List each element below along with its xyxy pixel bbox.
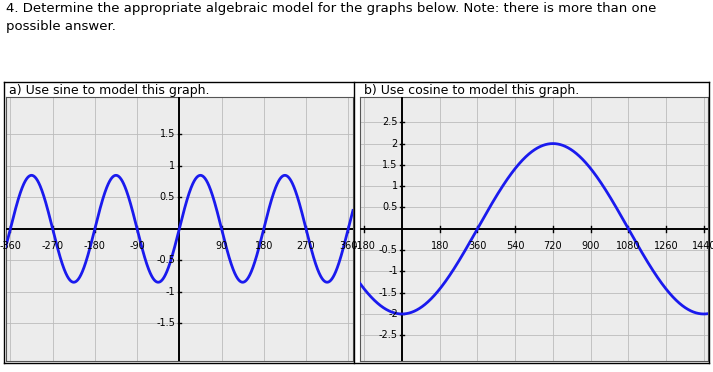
- Text: 1080: 1080: [616, 241, 640, 251]
- Text: -1.5: -1.5: [379, 288, 398, 298]
- Text: 4. Determine the appropriate algebraic model for the graphs below. Note: there i: 4. Determine the appropriate algebraic m…: [6, 2, 656, 15]
- Text: 360: 360: [468, 241, 487, 251]
- Text: 2: 2: [391, 139, 398, 148]
- Text: -0.5: -0.5: [379, 245, 398, 255]
- Text: 540: 540: [506, 241, 525, 251]
- Text: b) Use cosine to model this graph.: b) Use cosine to model this graph.: [364, 84, 579, 97]
- Text: 1.5: 1.5: [160, 129, 175, 140]
- Text: a) Use sine to model this graph.: a) Use sine to model this graph.: [9, 84, 210, 97]
- Text: -2: -2: [388, 309, 398, 319]
- Text: 1260: 1260: [654, 241, 678, 251]
- Text: -180: -180: [84, 241, 106, 251]
- Text: -0.5: -0.5: [156, 255, 175, 265]
- Text: -1: -1: [388, 266, 398, 276]
- Text: 180: 180: [255, 241, 273, 251]
- Text: 1.5: 1.5: [382, 160, 398, 170]
- Text: 90: 90: [215, 241, 227, 251]
- Text: -360: -360: [0, 241, 21, 251]
- Text: possible answer.: possible answer.: [6, 20, 116, 33]
- Text: 900: 900: [581, 241, 600, 251]
- Text: 180: 180: [431, 241, 449, 251]
- Text: 1: 1: [391, 181, 398, 191]
- Text: -270: -270: [41, 241, 63, 251]
- Text: 270: 270: [297, 241, 315, 251]
- Text: 1: 1: [169, 161, 175, 171]
- Text: 1440: 1440: [692, 241, 713, 251]
- Text: -2.5: -2.5: [379, 330, 398, 340]
- Text: 0.5: 0.5: [160, 192, 175, 202]
- Text: 720: 720: [543, 241, 563, 251]
- Text: -180: -180: [354, 241, 375, 251]
- Text: 360: 360: [339, 241, 357, 251]
- Text: 0.5: 0.5: [382, 202, 398, 212]
- Text: -90: -90: [129, 241, 145, 251]
- Text: 2.5: 2.5: [382, 117, 398, 127]
- Text: -1: -1: [165, 287, 175, 296]
- Text: -1.5: -1.5: [156, 318, 175, 328]
